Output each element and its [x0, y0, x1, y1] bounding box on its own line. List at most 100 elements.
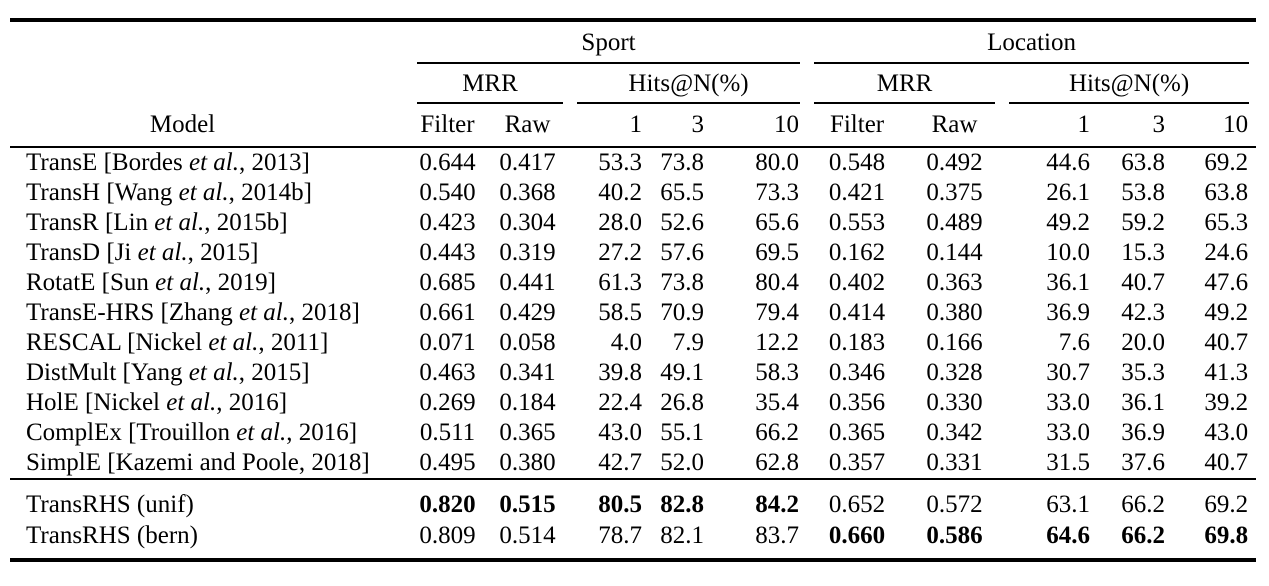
value-cell: 39.2 [1204, 389, 1249, 416]
value-cell: 0.443 [419, 239, 476, 266]
model-name-cell: TransD [Ji et al., 2015] [26, 239, 259, 266]
sport-hits1-header: 1 [570, 104, 650, 148]
value-cell: 0.417 [499, 149, 556, 176]
value-cell: 0.820 [419, 491, 476, 518]
value-cell: 80.5 [598, 491, 642, 518]
model-name-cell: TransH [Wang et al., 2014b] [26, 179, 312, 206]
value-cell: 0.363 [926, 269, 983, 296]
value-cell: 0.162 [828, 239, 886, 266]
results-table: Sport Location MRR Hits@N(%) MRR Hits@N(… [10, 18, 1257, 562]
value-cell: 73.8 [660, 269, 704, 296]
value-cell: 44.6 [1046, 149, 1091, 176]
model-name-cell: TransE-HRS [Zhang et al., 2018] [26, 299, 360, 326]
value-cell: 58.5 [598, 299, 642, 326]
value-cell: 0.346 [828, 359, 886, 386]
sport-filter-header: Filter [410, 104, 485, 148]
value-cell: 26.8 [660, 389, 704, 416]
value-cell: 53.3 [598, 149, 642, 176]
model-name-cell: TransR [Lin et al., 2015b] [26, 209, 288, 236]
value-cell: 84.2 [755, 491, 800, 518]
value-cell: 65.3 [1204, 209, 1249, 236]
value-cell: 64.6 [1002, 520, 1099, 562]
metric-header-row: MRR Hits@N(%) MRR Hits@N(%) [10, 64, 1256, 104]
value-cell: 40.7 [1121, 269, 1166, 296]
value-cell: 0.304 [499, 209, 556, 236]
value-cell: 0.660 [807, 520, 908, 562]
value-cell: 10.0 [1046, 239, 1091, 266]
value-cell: 82.1 [650, 520, 712, 562]
value-cell: 40.7 [1204, 329, 1249, 356]
value-cell: 0.368 [499, 179, 556, 206]
value-cell: 37.6 [1098, 448, 1174, 480]
location-hits1-header: 1 [1002, 104, 1099, 148]
value-cell: 65.6 [755, 209, 800, 236]
value-cell: 0.421 [828, 179, 886, 206]
value-cell: 0.356 [828, 389, 886, 416]
value-cell: 52.0 [650, 448, 712, 480]
value-cell: 0.809 [410, 520, 485, 562]
value-cell: 63.8 [1121, 149, 1166, 176]
value-cell: 52.6 [660, 209, 704, 236]
location-hits3-header: 3 [1098, 104, 1174, 148]
value-cell: 61.3 [598, 269, 642, 296]
value-cell: 24.6 [1204, 239, 1249, 266]
value-cell: 0.489 [926, 209, 983, 236]
value-cell: 31.5 [1002, 448, 1099, 480]
value-cell: 0.414 [828, 299, 886, 326]
value-cell: 0.166 [926, 329, 983, 356]
value-cell: 0.514 [485, 520, 570, 562]
value-cell: 69.5 [755, 239, 800, 266]
value-cell: 36.9 [1121, 419, 1166, 446]
value-cell: 62.8 [712, 448, 808, 480]
value-cell: 26.1 [1046, 179, 1091, 206]
group-header-sport: Sport [410, 18, 808, 66]
location-mrr-header: MRR [807, 64, 1002, 104]
value-cell: 0.540 [419, 179, 476, 206]
value-cell: 0.511 [419, 419, 476, 446]
table-row: TransE-HRS [Zhang et al., 2018] 0.661 0.42… [10, 298, 1256, 328]
value-cell: 0.661 [419, 299, 476, 326]
value-cell: 27.2 [598, 239, 642, 266]
location-hits10-header: 10 [1173, 104, 1257, 148]
value-cell: 0.365 [499, 419, 556, 446]
value-cell: 0.515 [499, 491, 556, 518]
value-cell: 0.071 [419, 329, 476, 356]
model-name-cell: SimplE [Kazemi and Poole, 2018] [10, 448, 410, 480]
value-cell: 0.548 [828, 149, 886, 176]
value-cell: 41.3 [1204, 359, 1249, 386]
value-cell: 43.0 [1204, 419, 1249, 446]
value-cell: 66.2 [1121, 491, 1166, 518]
table-row: ComplEx [Trouillon et al., 2016] 0.511 0.3… [10, 418, 1256, 448]
sport-hits-header: Hits@N(%) [570, 64, 807, 104]
model-col-spacer [10, 64, 410, 104]
value-cell: 66.2 [1098, 520, 1174, 562]
value-cell: 0.331 [907, 448, 1003, 480]
table-row: TransD [Ji et al., 2015] 0.443 0.319 27.2 57… [10, 238, 1256, 268]
value-cell: 0.357 [807, 448, 908, 480]
value-cell: 49.2 [1046, 209, 1091, 236]
table-row: RotatE [Sun et al., 2019] 0.685 0.441 61.3 7… [10, 268, 1256, 298]
value-cell: 0.572 [926, 491, 983, 518]
value-cell: 0.183 [828, 329, 886, 356]
model-name-cell: RESCAL [Nickel et al., 2011] [26, 329, 329, 356]
table-row: HolE [Nickel et al., 2016] 0.269 0.184 22.4… [10, 388, 1256, 418]
value-cell: 69.2 [1204, 491, 1249, 518]
value-cell: 0.423 [419, 209, 476, 236]
value-cell: 78.7 [570, 520, 650, 562]
value-cell: 7.6 [1058, 329, 1091, 356]
value-cell: 0.492 [926, 149, 983, 176]
value-cell: 79.4 [755, 299, 800, 326]
table-row: TransRHS (bern) 0.809 0.514 78.7 82.1 83.7 0.6… [10, 520, 1257, 562]
value-cell: 63.1 [1046, 491, 1091, 518]
value-cell: 0.553 [828, 209, 886, 236]
model-column-header: Model [10, 104, 410, 148]
value-cell: 49.1 [660, 359, 704, 386]
value-cell: 55.1 [660, 419, 704, 446]
value-cell: 73.8 [660, 149, 704, 176]
value-cell: 80.0 [755, 149, 800, 176]
value-cell: 47.6 [1204, 269, 1249, 296]
sport-raw-header: Raw [485, 104, 570, 148]
table-row: RESCAL [Nickel et al., 2011] 0.071 0.058 4.… [10, 328, 1256, 358]
value-cell: 15.3 [1121, 239, 1166, 266]
value-cell: 49.2 [1204, 299, 1249, 326]
